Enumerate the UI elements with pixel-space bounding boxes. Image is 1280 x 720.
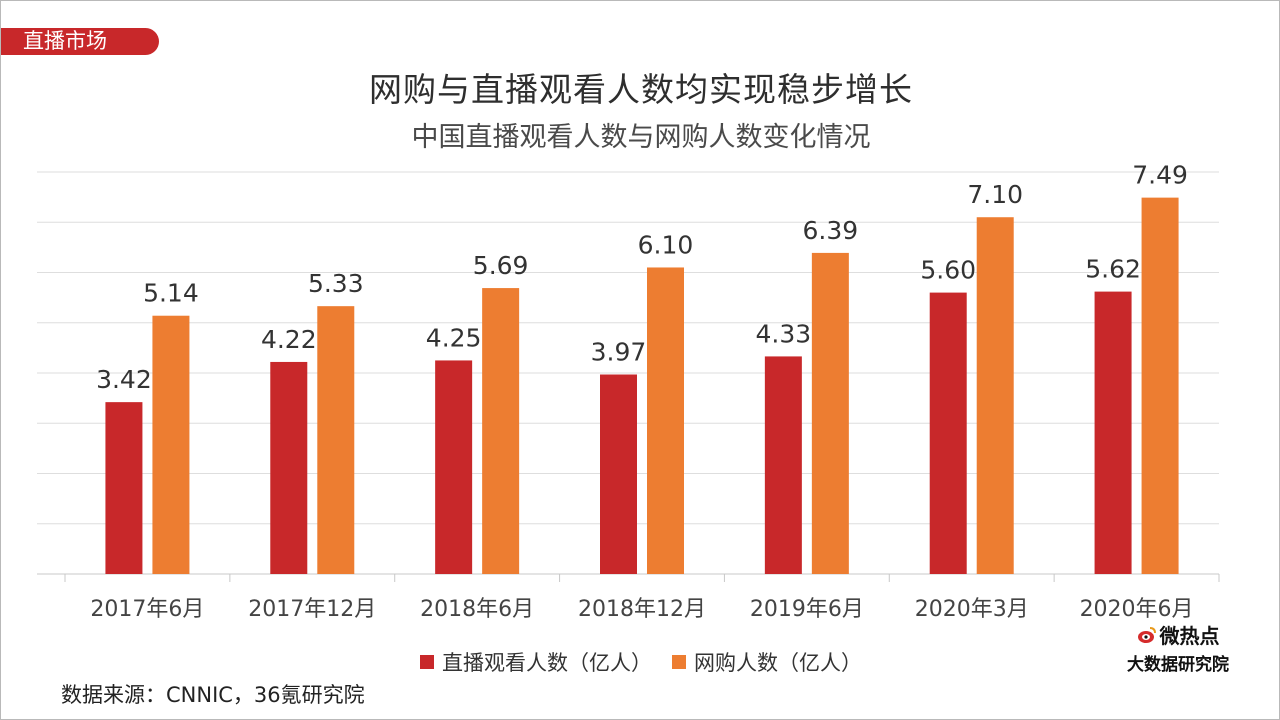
legend-swatch-live xyxy=(420,655,434,669)
data-label: 5.33 xyxy=(308,269,364,298)
x-tick-label: 2020年6月 xyxy=(1080,597,1194,622)
bar-chart: 3.42 5.14 2017年6月 4.22 5.33 2017年12月 4.25 5.69 2… xyxy=(37,161,1220,622)
legend-label-shopping: 网购人数（亿人） xyxy=(694,651,862,675)
data-label: 3.97 xyxy=(591,338,647,367)
data-label: 5.62 xyxy=(1085,255,1141,284)
data-source: 数据来源：CNNIC，36氪研究院 xyxy=(61,683,365,707)
data-label: 5.60 xyxy=(920,256,976,285)
data-label: 7.49 xyxy=(1132,161,1188,190)
data-label: 4.22 xyxy=(261,325,317,354)
x-tick-label: 2018年6月 xyxy=(420,597,534,622)
section-tag: 直播市场 xyxy=(1,28,159,55)
bar-shopping xyxy=(976,217,1014,574)
x-tick-label: 2019年6月 xyxy=(750,597,864,622)
legend-item-live: 直播观看人数（亿人） xyxy=(420,647,652,677)
bar-live xyxy=(105,402,143,574)
legend-swatch-shopping xyxy=(672,655,686,669)
x-tick-label: 2020年3月 xyxy=(915,597,1029,622)
data-label: 3.42 xyxy=(96,365,152,394)
data-label: 5.69 xyxy=(473,251,529,280)
bar-shopping xyxy=(811,252,849,574)
chart-title: 网购与直播观看人数均实现稳步增长 xyxy=(369,70,913,109)
bar-live xyxy=(270,361,308,574)
legend-item-shopping: 网购人数（亿人） xyxy=(672,647,862,677)
x-tick-label: 2018年12月 xyxy=(578,597,706,622)
chart-subtitle: 中国直播观看人数与网购人数变化情况 xyxy=(411,122,871,153)
data-label: 4.25 xyxy=(426,323,482,352)
bar-live xyxy=(600,374,637,574)
bar-live xyxy=(435,360,473,574)
bar-shopping xyxy=(647,267,684,574)
bar-live xyxy=(1094,291,1132,574)
bar-shopping xyxy=(482,288,520,574)
data-label: 7.10 xyxy=(967,180,1023,209)
data-label: 6.39 xyxy=(803,216,859,245)
bar-live xyxy=(929,292,967,574)
bar-shopping xyxy=(317,306,355,574)
logo-bottom-text: 大数据研究院 xyxy=(1127,655,1229,675)
legend: 直播观看人数（亿人） 网购人数（亿人） xyxy=(1,647,1279,677)
bar-live xyxy=(764,356,802,574)
weibo-eye-icon xyxy=(1137,626,1156,643)
data-label: 5.14 xyxy=(143,279,199,308)
logo-top-text: 微热点 xyxy=(1159,624,1220,648)
data-label: 4.33 xyxy=(756,319,812,348)
data-label: 6.10 xyxy=(638,230,694,259)
legend-label-live: 直播观看人数（亿人） xyxy=(442,651,652,675)
logo: 微热点 大数据研究院 xyxy=(1113,620,1243,675)
x-tick-label: 2017年6月 xyxy=(90,597,204,622)
bar-shopping xyxy=(1141,197,1179,574)
bar-shopping xyxy=(152,315,190,574)
x-tick-label: 2017年12月 xyxy=(248,597,376,622)
